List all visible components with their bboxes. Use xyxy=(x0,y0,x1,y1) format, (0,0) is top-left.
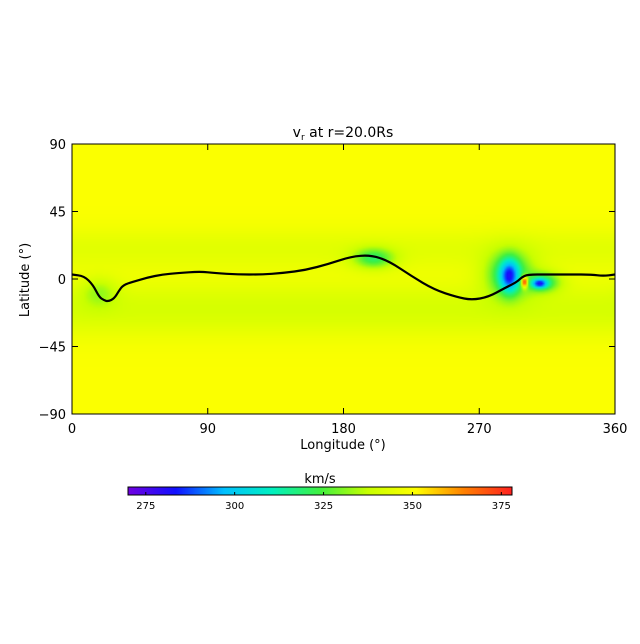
neutral-line xyxy=(71,254,616,303)
colorbar-label: km/s xyxy=(304,472,336,487)
y-tick-label: 0 xyxy=(58,273,66,288)
colorbar-tick-label: 350 xyxy=(403,501,422,512)
colorbar-tick-label: 325 xyxy=(314,501,333,512)
colorbar-tick-label: 300 xyxy=(225,501,244,512)
x-tick-label: 180 xyxy=(331,422,356,437)
colorbar-tick-label: 275 xyxy=(136,501,155,512)
y-tick-label: 90 xyxy=(49,138,66,153)
x-tick-label: 0 xyxy=(68,422,76,437)
y-tick-label: −90 xyxy=(39,408,66,423)
x-tick-label: 90 xyxy=(199,422,216,437)
colorbar-ticks: 275 300 325 350 375 xyxy=(136,492,511,512)
y-tick-label: 45 xyxy=(49,206,66,221)
chart-title: vr at r=20.0Rs xyxy=(293,125,394,143)
x-tick-label: 360 xyxy=(603,422,628,437)
y-axis-label: Latitude (°) xyxy=(18,243,33,317)
x-tick-label: 270 xyxy=(467,422,492,437)
axes: 0 90 180 270 360 −90 −45 0 45 90 xyxy=(39,138,628,437)
x-axis-label: Longitude (°) xyxy=(300,438,385,453)
velocity-heatmap xyxy=(72,144,615,414)
colorbar xyxy=(127,486,513,496)
y-tick-label: −45 xyxy=(39,341,66,356)
colorbar-tick-label: 375 xyxy=(492,501,511,512)
